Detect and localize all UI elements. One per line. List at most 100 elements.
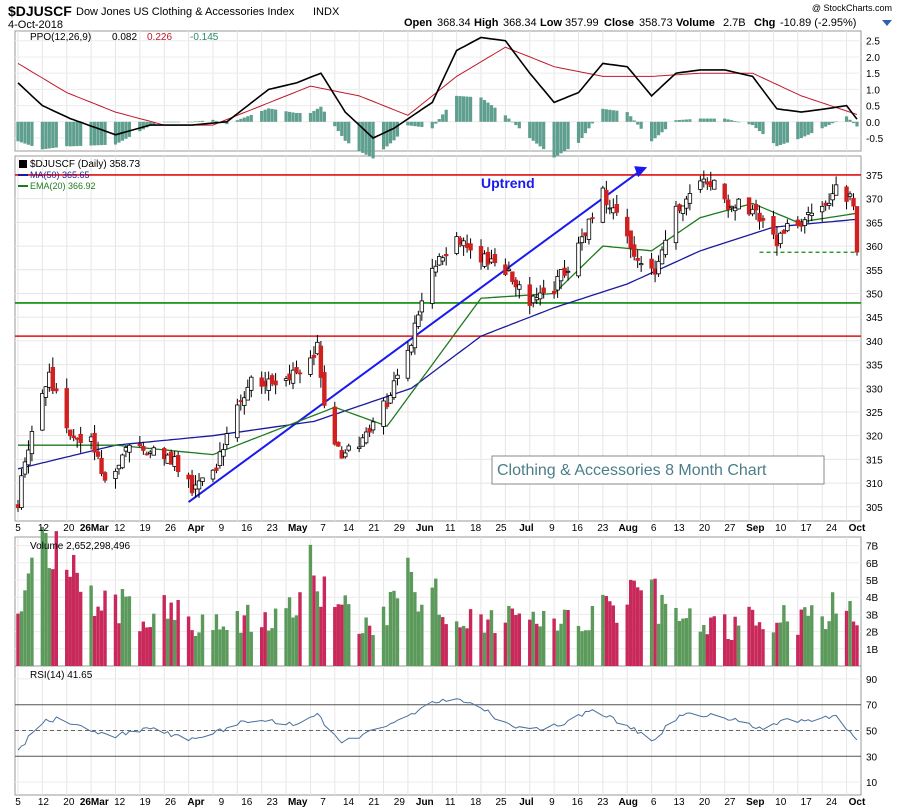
ppo-histogram-bar (357, 121, 361, 151)
volume-bar (347, 604, 351, 666)
candle-body (395, 374, 400, 380)
dropdown-triangle-icon[interactable] (882, 20, 892, 26)
volume-bar (608, 601, 612, 666)
volume-bar (246, 604, 250, 666)
ppo-histogram-bar (249, 114, 253, 122)
volume-bar (674, 607, 678, 666)
price-tick-label: 340 (866, 337, 883, 348)
volume-bar (747, 606, 751, 666)
x-axis-label: Aug (618, 523, 637, 534)
candle-body (652, 268, 658, 275)
quote-bar: Open 368.34 High 368.34 Low 357.99 Close… (404, 17, 856, 29)
volume-bar (385, 625, 389, 666)
volume-bar (211, 630, 215, 666)
ppo-histogram-bar (615, 110, 619, 122)
candle-body (273, 380, 278, 386)
volume-bar (54, 531, 58, 666)
ppo-histogram-bar (698, 118, 702, 122)
ppo-histogram-bar (197, 121, 201, 122)
ppo-histogram-bar (493, 107, 497, 122)
candle-body (590, 217, 595, 220)
candle-body (454, 236, 459, 254)
volume-bar (538, 626, 542, 666)
volume-bar (778, 622, 783, 666)
x-axis-label: 6 (651, 797, 657, 808)
ppo-histogram-bar (465, 96, 469, 122)
price-tick-label: 350 (866, 289, 883, 300)
candle-body (99, 457, 104, 475)
volume-bar (145, 627, 149, 666)
ppo-histogram-bar (737, 121, 741, 123)
volume-bar (775, 622, 779, 666)
ppo-histogram-bar (395, 121, 400, 137)
price-tick-label: 330 (866, 384, 883, 395)
volume-bar (482, 632, 487, 666)
ppo-tick-label: 2.0 (866, 53, 880, 64)
volume-bar (308, 544, 313, 666)
volume-bar (343, 595, 347, 666)
ppo-histogram-bar (368, 121, 372, 157)
ppo-histogram-bar (479, 97, 483, 122)
ppo-signal-value: 0.226 (147, 32, 172, 43)
candle-body (416, 314, 421, 327)
ppo-histogram-bar (542, 121, 546, 150)
candle-body (778, 232, 783, 245)
quote-chg: -10.89 (-2.95%) (780, 17, 856, 29)
volume-bar (465, 628, 469, 666)
volume-bar (444, 624, 448, 666)
candle-body (168, 451, 174, 465)
volume-bar (531, 611, 535, 666)
candle-body (360, 437, 365, 447)
ppo-histogram-bar (312, 110, 316, 122)
quote-chg-label: Chg (754, 17, 775, 29)
candle-body (43, 386, 49, 398)
candle-body (266, 378, 271, 391)
x-axis-label: 9 (549, 797, 555, 808)
candle-body (210, 469, 216, 480)
ppo-histogram-bar (166, 121, 170, 123)
volume-bar (319, 606, 323, 666)
ppo-histogram-bar (361, 121, 365, 153)
quote-low-label: Low (540, 17, 562, 29)
ppo-histogram-bar (406, 121, 410, 126)
volume-bar (514, 615, 518, 666)
ppo-histogram-bar (127, 121, 132, 137)
volume-bar (709, 617, 713, 666)
ppo-histogram-bar (409, 121, 413, 126)
ppo-histogram-bar (19, 121, 24, 143)
candle-body (562, 267, 567, 276)
ppo-histogram-bar (462, 96, 466, 122)
candle-body (40, 393, 45, 431)
volume-bar (214, 614, 219, 666)
volume-bar (698, 631, 703, 666)
x-axis-label: 7 (320, 523, 326, 534)
ppo-histogram-bar (260, 111, 264, 122)
candle-body (663, 239, 668, 256)
rsi-tick-label: 30 (866, 752, 878, 763)
index-name: Dow Jones US Clothing & Accessories Inde… (76, 6, 295, 18)
x-axis-label: Sep (746, 523, 764, 534)
volume-bar (820, 616, 824, 666)
price-panel (14, 155, 862, 522)
price-tick-label: 335 (866, 361, 883, 372)
candle-body (659, 249, 665, 265)
ppo-histogram-bar (54, 121, 58, 148)
volume-bar (315, 591, 320, 666)
volume-bar (653, 578, 657, 666)
x-axis-label: 17 (801, 523, 813, 534)
volume-bar (785, 621, 790, 666)
candle-body (555, 276, 560, 291)
ppo-histogram-bar (834, 121, 838, 123)
ppo-value: 0.082 (112, 32, 137, 43)
candle-body (322, 372, 327, 406)
volume-bar (590, 606, 595, 666)
x-axis-label: 6 (651, 523, 657, 534)
volume-bar (559, 623, 563, 666)
ppo-histogram-bar (239, 118, 243, 122)
volume-bar (89, 585, 93, 666)
volume-bar (562, 609, 567, 666)
ppo-histogram-bar (796, 121, 800, 140)
price-tick-label: 355 (866, 266, 883, 277)
ppo-histogram-bar (503, 115, 507, 122)
ppo-histogram-bar (420, 121, 424, 128)
